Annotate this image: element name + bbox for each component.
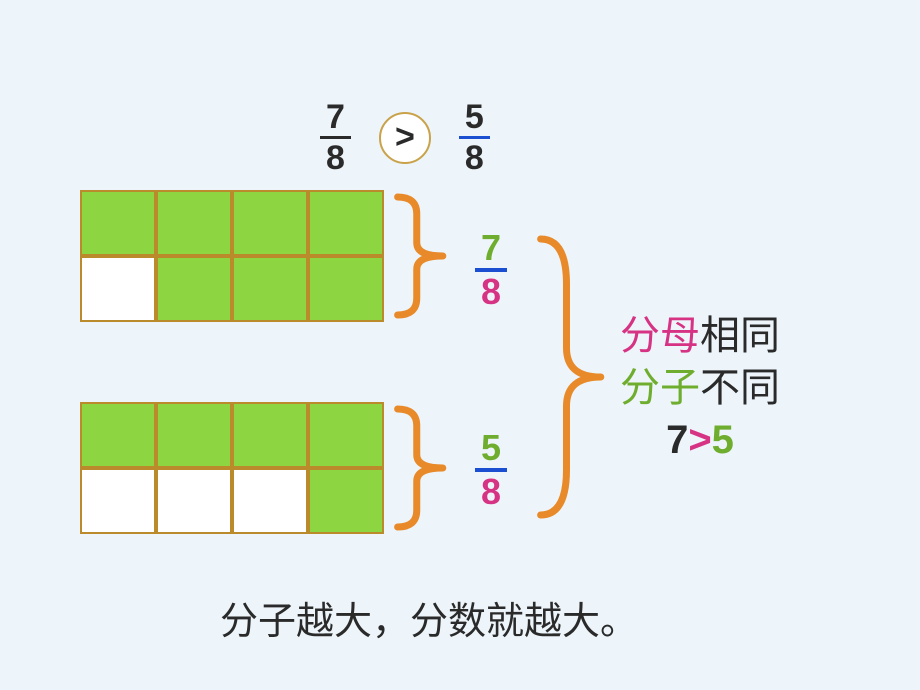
text-span: 母 (660, 314, 700, 358)
gt-symbol: > (395, 118, 415, 157)
brace-icon (535, 232, 605, 522)
grid-cell (232, 402, 308, 468)
text-span: 5 (712, 418, 734, 462)
text-span: 7 (666, 418, 688, 462)
brace-icon (392, 402, 447, 534)
grid-cell (308, 468, 384, 534)
text-span: 子 (660, 366, 700, 410)
text-line-3: 7>5 (620, 414, 780, 466)
grid-cell (232, 190, 308, 256)
explanation-text: 分母相同 分子不同 7>5 (620, 310, 780, 466)
grid-cell (156, 468, 232, 534)
text-span: 分 (620, 314, 660, 358)
fraction-numerator: 7 (320, 100, 351, 136)
fraction-denominator: 8 (320, 139, 351, 175)
grid-cell (232, 256, 308, 322)
mid-fraction-7-8: 7 8 (475, 230, 507, 310)
grid-cell (80, 190, 156, 256)
text-span: 相同 (700, 314, 780, 358)
grid-cell (80, 402, 156, 468)
footer-text: 分子越大，分数就越大。 (220, 590, 638, 645)
grid-cell (308, 256, 384, 322)
grid-cell (156, 256, 232, 322)
grid-cell (308, 402, 384, 468)
brace-icon (392, 190, 447, 322)
grid-cell (156, 190, 232, 256)
text-span: 不同 (700, 366, 780, 410)
text-span: 分 (620, 366, 660, 410)
header-fraction-right: 5 8 (459, 100, 490, 175)
header-compare: 7 8 > 5 8 (320, 100, 490, 175)
grid-cell (232, 468, 308, 534)
header-fraction-left: 7 8 (320, 100, 351, 175)
text-span: > (688, 418, 711, 462)
text-line-2: 分子不同 (620, 362, 780, 414)
fraction-grid-7-8 (80, 190, 384, 322)
fraction-denominator: 8 (459, 139, 490, 175)
fraction-denominator: 8 (475, 472, 507, 510)
fraction-numerator: 7 (475, 230, 507, 268)
mid-fraction-5-8: 5 8 (475, 430, 507, 510)
text-line-1: 分母相同 (620, 310, 780, 362)
grid-cell (308, 190, 384, 256)
compare-badge: > (379, 112, 431, 164)
fraction-numerator: 5 (475, 430, 507, 468)
fraction-grid-5-8 (80, 402, 384, 534)
fraction-denominator: 8 (475, 272, 507, 310)
grid-cell (156, 402, 232, 468)
fraction-numerator: 5 (459, 100, 490, 136)
grid-cell (80, 256, 156, 322)
grid-cell (80, 468, 156, 534)
